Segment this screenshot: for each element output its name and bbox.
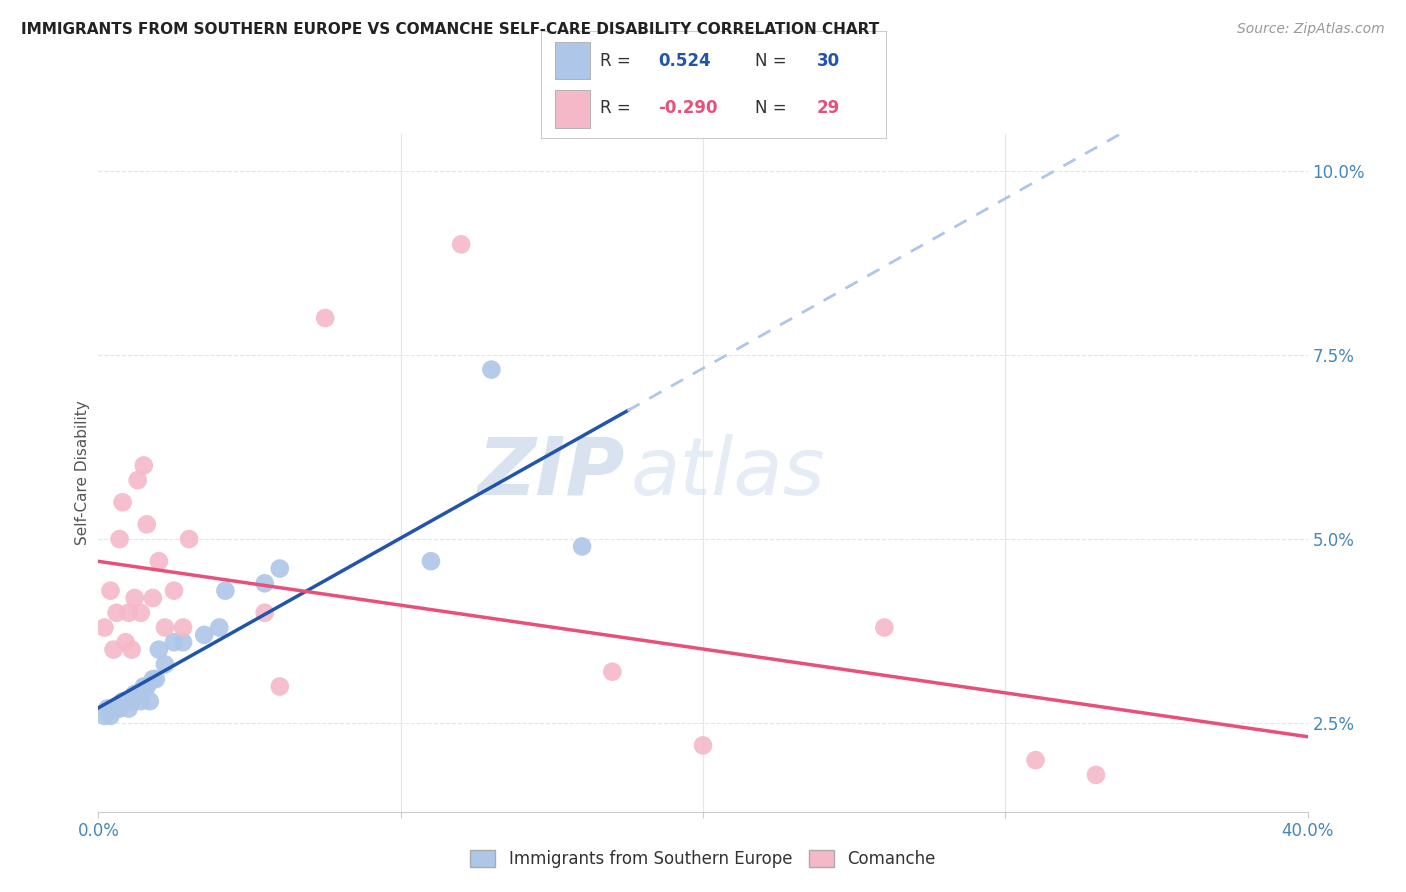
Point (163, 635, 186, 649)
Point (873, 620, 896, 634)
Point (163, 583, 186, 598)
Point (127, 687, 149, 701)
Point (129, 694, 152, 708)
Text: IMMIGRANTS FROM SOUTHERN EUROPE VS COMANCHE SELF-CARE DISABILITY CORRELATION CHA: IMMIGRANTS FROM SOUTHERN EUROPE VS COMAN… (21, 22, 879, 37)
Point (108, 701, 131, 715)
Point (135, 517, 157, 532)
Point (253, 606, 276, 620)
Point (124, 687, 146, 701)
Point (193, 628, 215, 642)
Text: R =: R = (600, 99, 636, 117)
Text: -0.290: -0.290 (658, 99, 718, 117)
Point (692, 739, 714, 753)
Point (148, 554, 170, 568)
Point (179, 532, 201, 546)
Point (129, 606, 152, 620)
Y-axis label: Self-Care Disability: Self-Care Disability (75, 401, 90, 545)
Text: atlas: atlas (630, 434, 825, 512)
Point (105, 606, 128, 620)
Point (103, 701, 125, 715)
Point (114, 694, 136, 708)
Point (208, 620, 231, 634)
Point (1024, 753, 1046, 767)
Point (100, 709, 122, 723)
Point (118, 606, 141, 620)
Point (114, 635, 136, 649)
Point (93, 620, 115, 634)
Point (100, 583, 122, 598)
Point (132, 458, 155, 473)
Point (142, 591, 165, 605)
Point (571, 540, 593, 554)
Text: N =: N = (755, 99, 792, 117)
Point (314, 311, 336, 326)
Text: R =: R = (600, 53, 636, 70)
Bar (555, 42, 589, 79)
Point (172, 635, 194, 649)
Point (253, 576, 276, 591)
Point (108, 532, 131, 546)
Point (139, 694, 162, 708)
Point (269, 680, 291, 694)
Legend: Immigrants from Southern Europe, Comanche: Immigrants from Southern Europe, Comanch… (464, 843, 942, 875)
Point (105, 701, 128, 715)
Bar (555, 90, 589, 128)
Text: 0.524: 0.524 (658, 53, 711, 70)
Point (127, 473, 149, 487)
Point (420, 554, 443, 568)
Point (602, 665, 624, 679)
Point (103, 642, 125, 657)
Point (172, 620, 194, 634)
Text: N =: N = (755, 53, 792, 70)
Text: Source: ZipAtlas.com: Source: ZipAtlas.com (1237, 22, 1385, 37)
Point (269, 561, 291, 575)
Point (153, 657, 176, 672)
Point (153, 620, 176, 634)
Point (111, 495, 134, 509)
Point (135, 680, 157, 694)
Text: 29: 29 (817, 99, 841, 117)
Point (142, 672, 165, 686)
Point (481, 362, 503, 376)
Point (1085, 768, 1108, 782)
Text: ZIP: ZIP (477, 434, 624, 512)
Point (124, 591, 146, 605)
Point (214, 583, 236, 598)
Point (145, 672, 167, 686)
Point (121, 642, 143, 657)
Point (96, 701, 118, 715)
Text: 30: 30 (817, 53, 839, 70)
Point (118, 701, 141, 715)
Point (450, 237, 472, 252)
Point (132, 680, 155, 694)
Point (121, 694, 143, 708)
Point (93, 709, 115, 723)
Point (111, 694, 134, 708)
Point (148, 642, 170, 657)
